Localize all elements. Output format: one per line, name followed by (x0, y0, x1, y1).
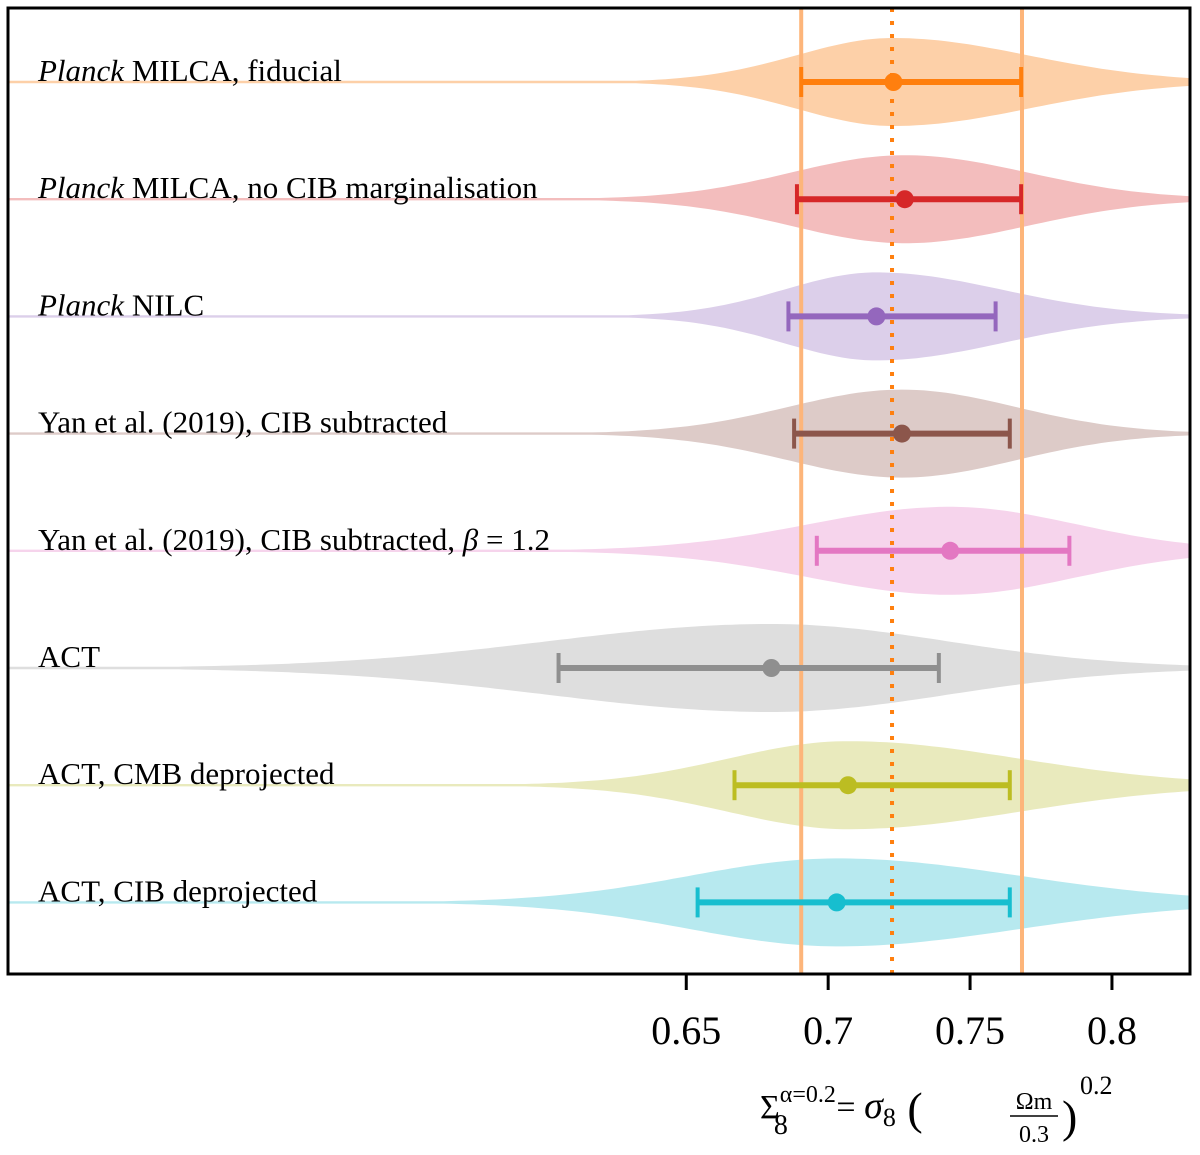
x-tick-label-2: 0.75 (935, 1008, 1005, 1053)
data-point-6 (839, 776, 858, 795)
row-label-7: ACT, CIB deprojected (38, 873, 318, 908)
row-label-2: Planck NILC (37, 287, 204, 322)
data-point-7 (827, 893, 846, 912)
x-tick-label-0: 0.65 (651, 1008, 721, 1053)
errorbars-layer (556, 67, 1072, 918)
row-label-0: Planck MILCA, fiducial (37, 53, 342, 88)
x-label-fraction-numerator: Ωm (1016, 1089, 1053, 1115)
violin-1 (8, 155, 1190, 244)
x-label-exponent: 0.2 (1080, 1071, 1113, 1100)
row-label-6: ACT, CMB deprojected (38, 756, 335, 791)
row-label-4: Yan et al. (2019), CIB subtracted, β = 1… (38, 522, 550, 557)
data-point-1 (895, 190, 914, 209)
data-point-4 (941, 541, 960, 560)
violin-6 (8, 741, 1190, 830)
x-label-fraction-denominator: 0.3 (1019, 1122, 1049, 1148)
x-label-right-paren: ) (1062, 1091, 1077, 1142)
x-tick-label-1: 0.7 (803, 1008, 853, 1053)
x-tick-label-3: 0.8 (1087, 1008, 1137, 1053)
violin-4 (8, 506, 1190, 595)
x-axis-label: Σα=0.2 8 = σ8 ( (760, 1082, 923, 1141)
row-labels: Planck MILCA, fiducial Planck MILCA, no C… (37, 53, 550, 908)
x-axis-ticks: 0.65 0.7 0.75 0.8 (651, 974, 1137, 1053)
row-label-5: ACT (38, 639, 100, 674)
data-point-2 (867, 307, 886, 326)
data-point-0 (884, 73, 903, 91)
violin-3 (8, 389, 1190, 478)
violin-2 (8, 272, 1190, 361)
violin-7 (8, 858, 1190, 947)
data-point-5 (762, 659, 781, 677)
reference-band (799, 8, 1024, 974)
row-label-1: Planck MILCA, no CIB marginalisation (37, 170, 538, 205)
violin-0 (8, 38, 1190, 126)
data-point-3 (892, 424, 911, 443)
row-label-3: Yan et al. (2019), CIB subtracted (38, 405, 448, 440)
plot-frame (6, 6, 1192, 976)
